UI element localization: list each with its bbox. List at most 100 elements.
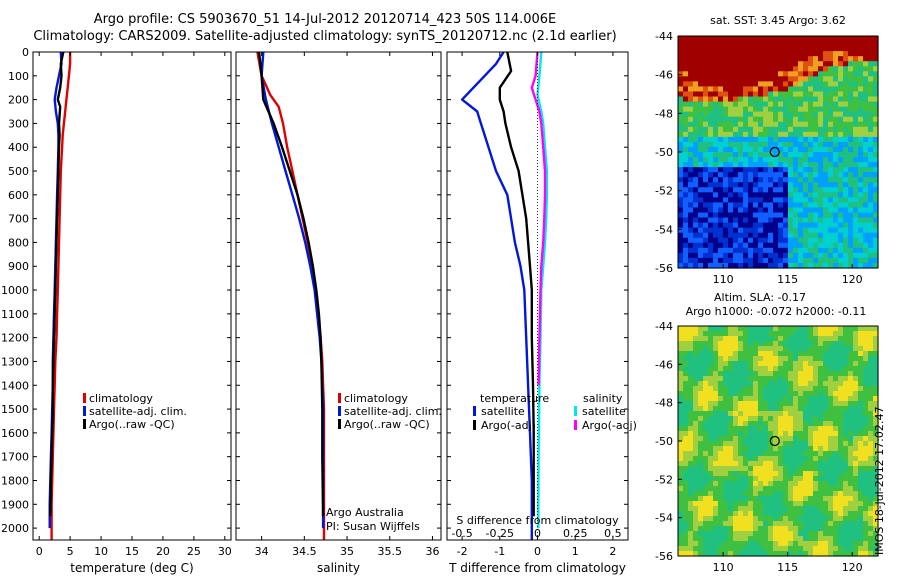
sst-cell bbox=[823, 71, 829, 77]
sla-cell bbox=[743, 476, 749, 482]
sst-cell bbox=[768, 247, 774, 254]
sst-cell bbox=[818, 167, 824, 173]
sla-cell bbox=[813, 346, 819, 352]
sla-cell bbox=[818, 461, 824, 467]
sla-cell bbox=[838, 476, 844, 482]
sla-cell bbox=[768, 421, 774, 427]
temp-ytick-label: 500 bbox=[8, 165, 29, 178]
sst-cell bbox=[803, 177, 809, 183]
sst-cell bbox=[703, 202, 709, 209]
sla-cell bbox=[833, 401, 839, 407]
sla-cell bbox=[803, 541, 809, 547]
sst-cell bbox=[738, 56, 744, 62]
sst-cell bbox=[743, 51, 749, 57]
sst-cell bbox=[873, 81, 879, 88]
sla-cell bbox=[743, 411, 749, 417]
sla-cell bbox=[768, 496, 774, 502]
sst-cell bbox=[753, 101, 759, 108]
sst-cell bbox=[698, 46, 704, 52]
sla-cell bbox=[793, 446, 799, 452]
sla-cell bbox=[808, 386, 814, 392]
sla-cell bbox=[868, 536, 874, 542]
sla-cell bbox=[798, 486, 804, 492]
sst-cell bbox=[848, 81, 854, 88]
sst-cell bbox=[733, 106, 739, 113]
sla-cell bbox=[833, 386, 839, 392]
sla-cell bbox=[788, 366, 794, 372]
sla-cell bbox=[688, 486, 694, 492]
sst-cell bbox=[698, 61, 704, 67]
sst-cell bbox=[748, 202, 754, 209]
sst-cell bbox=[698, 177, 704, 183]
sst-cell bbox=[738, 86, 744, 93]
sla-cell bbox=[753, 436, 759, 442]
sla-cell bbox=[818, 526, 824, 532]
sst-cell bbox=[778, 96, 784, 103]
sla-cell bbox=[813, 491, 819, 497]
sla-cell bbox=[718, 396, 724, 402]
sst-cell bbox=[738, 46, 744, 52]
sst-cell bbox=[783, 162, 789, 168]
sla-cell bbox=[768, 531, 774, 537]
sst-cell bbox=[698, 106, 704, 113]
sla-cell bbox=[838, 536, 844, 542]
sla-cell bbox=[703, 511, 709, 517]
sla-cell bbox=[863, 346, 869, 352]
sst-cell bbox=[713, 141, 719, 148]
sla-cell bbox=[708, 426, 714, 432]
sst-cell bbox=[718, 242, 724, 249]
sla-cell bbox=[743, 346, 749, 352]
sla-cell bbox=[798, 391, 804, 397]
sst-cell bbox=[778, 242, 784, 249]
sst-cell bbox=[683, 152, 689, 158]
sst-cell bbox=[793, 61, 799, 67]
sst-cell bbox=[783, 116, 789, 123]
sst-cell bbox=[808, 222, 814, 229]
sst-cell bbox=[713, 111, 719, 118]
sst-cell bbox=[738, 212, 744, 219]
sla-cell bbox=[808, 341, 814, 347]
sla-cell bbox=[853, 531, 859, 537]
sla-cell bbox=[818, 541, 824, 547]
sst-cell bbox=[873, 136, 879, 143]
sst-cell bbox=[758, 66, 764, 72]
sst-cell bbox=[683, 66, 689, 72]
sst-cell bbox=[828, 106, 834, 113]
sla-cell bbox=[818, 521, 824, 527]
sst-cell bbox=[843, 111, 849, 118]
sla-cell bbox=[818, 531, 824, 537]
sst-cell bbox=[858, 192, 864, 198]
sla-cell bbox=[813, 381, 819, 387]
sst-cell bbox=[838, 86, 844, 93]
sla-cell bbox=[783, 426, 789, 432]
sst-cell bbox=[733, 182, 739, 188]
sla-cell bbox=[873, 416, 879, 422]
sst-cell bbox=[773, 252, 779, 259]
sst-cell bbox=[813, 91, 819, 98]
sst-cell bbox=[713, 66, 719, 72]
sst-cell bbox=[703, 51, 709, 57]
sla-cell bbox=[838, 336, 844, 342]
sla-cell bbox=[708, 546, 714, 552]
sla-cell bbox=[788, 511, 794, 517]
sla-cell bbox=[823, 376, 829, 382]
sla-cell bbox=[703, 441, 709, 447]
sla-cell bbox=[868, 431, 874, 437]
sla-cell bbox=[803, 401, 809, 407]
sla-cell bbox=[873, 531, 879, 537]
sla-cell bbox=[678, 346, 684, 352]
sla-cell bbox=[853, 426, 859, 432]
sst-cell bbox=[758, 157, 764, 163]
sla-cell bbox=[783, 461, 789, 467]
sst-cell bbox=[703, 101, 709, 108]
sst-cell bbox=[733, 131, 739, 138]
sst-cell bbox=[833, 172, 839, 178]
sst-cell bbox=[858, 136, 864, 143]
sla-cell bbox=[808, 501, 814, 507]
sst-cell bbox=[748, 162, 754, 168]
sst-cell bbox=[733, 66, 739, 72]
sst-cell bbox=[783, 217, 789, 224]
sla-cell bbox=[848, 486, 854, 492]
sla-cell bbox=[738, 371, 744, 377]
sst-cell bbox=[693, 111, 699, 118]
